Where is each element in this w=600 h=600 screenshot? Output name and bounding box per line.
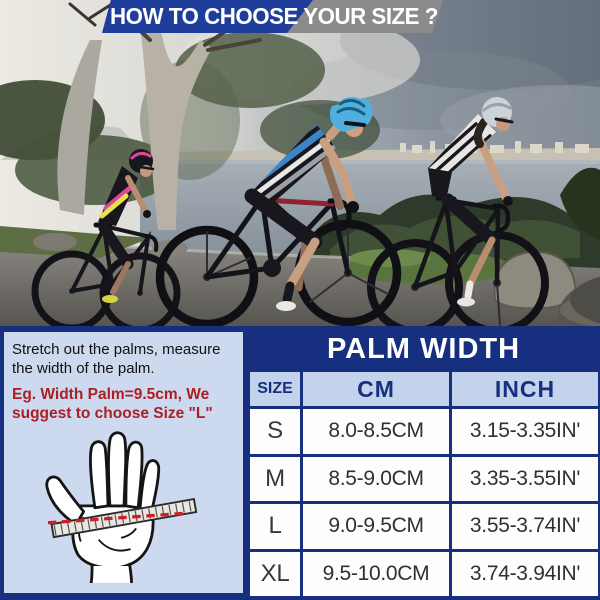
measure-line [47, 512, 183, 525]
cm-cell-s: 8.0-8.5CM [303, 409, 449, 454]
size-cell-l: L [250, 504, 300, 549]
center-cyclist [155, 97, 402, 326]
measure-instructions: Stretch out the palms, measure the width… [12, 341, 221, 377]
size-cell-s: S [250, 409, 300, 454]
rocks [33, 233, 600, 326]
cyclists-photo [0, 0, 600, 326]
banner-gray-shape [287, 0, 443, 33]
size-chart-section: Stretch out the palms, measure the width… [0, 326, 600, 600]
example-note: Eg. Width Palm=9.5cm, We suggest to choo… [12, 385, 213, 422]
inch-cell-l: 3.55-3.74IN' [452, 504, 598, 549]
hand-drawing [44, 431, 197, 584]
instruction-panel: Stretch out the palms, measure the width… [4, 332, 243, 593]
size-cell-xl: XL [250, 551, 300, 596]
column-header-cm: CM [303, 372, 449, 406]
size-guide-banner: HOW TO CHOOSE YOUR SIZE ? [0, 0, 600, 33]
size-cell-m: M [250, 456, 300, 501]
column-header-size: SIZE [250, 372, 300, 406]
left-cyclist [31, 149, 181, 326]
table-title: PALM WIDTH [326, 332, 521, 365]
inch-cell-xl: 3.74-3.94IN' [452, 551, 598, 596]
cm-cell-l: 9.0-9.5CM [303, 504, 449, 549]
inch-cell-s: 3.15-3.35IN' [452, 409, 598, 454]
hand-measure-illustration [4, 425, 243, 584]
cm-cell-m: 8.5-9.0CM [303, 456, 449, 501]
cyclists-scene [0, 0, 600, 326]
column-header-inch: INCH [452, 372, 598, 406]
table-grid: SIZE CM INCH S 8.0-8.5CM 3.15-3.35IN' M … [247, 372, 600, 600]
banner-title: HOW TO CHOOSE YOUR SIZE ? [110, 3, 438, 29]
palm-width-table: PALM WIDTH SIZE CM INCH S 8.0-8.5CM 3.15… [247, 326, 600, 600]
instruction-panel-wrap: Stretch out the palms, measure the width… [0, 326, 247, 600]
inch-cell-m: 3.35-3.55IN' [452, 456, 598, 501]
right-cyclist [367, 97, 549, 326]
cm-cell-xl: 9.5-10.0CM [303, 551, 449, 596]
